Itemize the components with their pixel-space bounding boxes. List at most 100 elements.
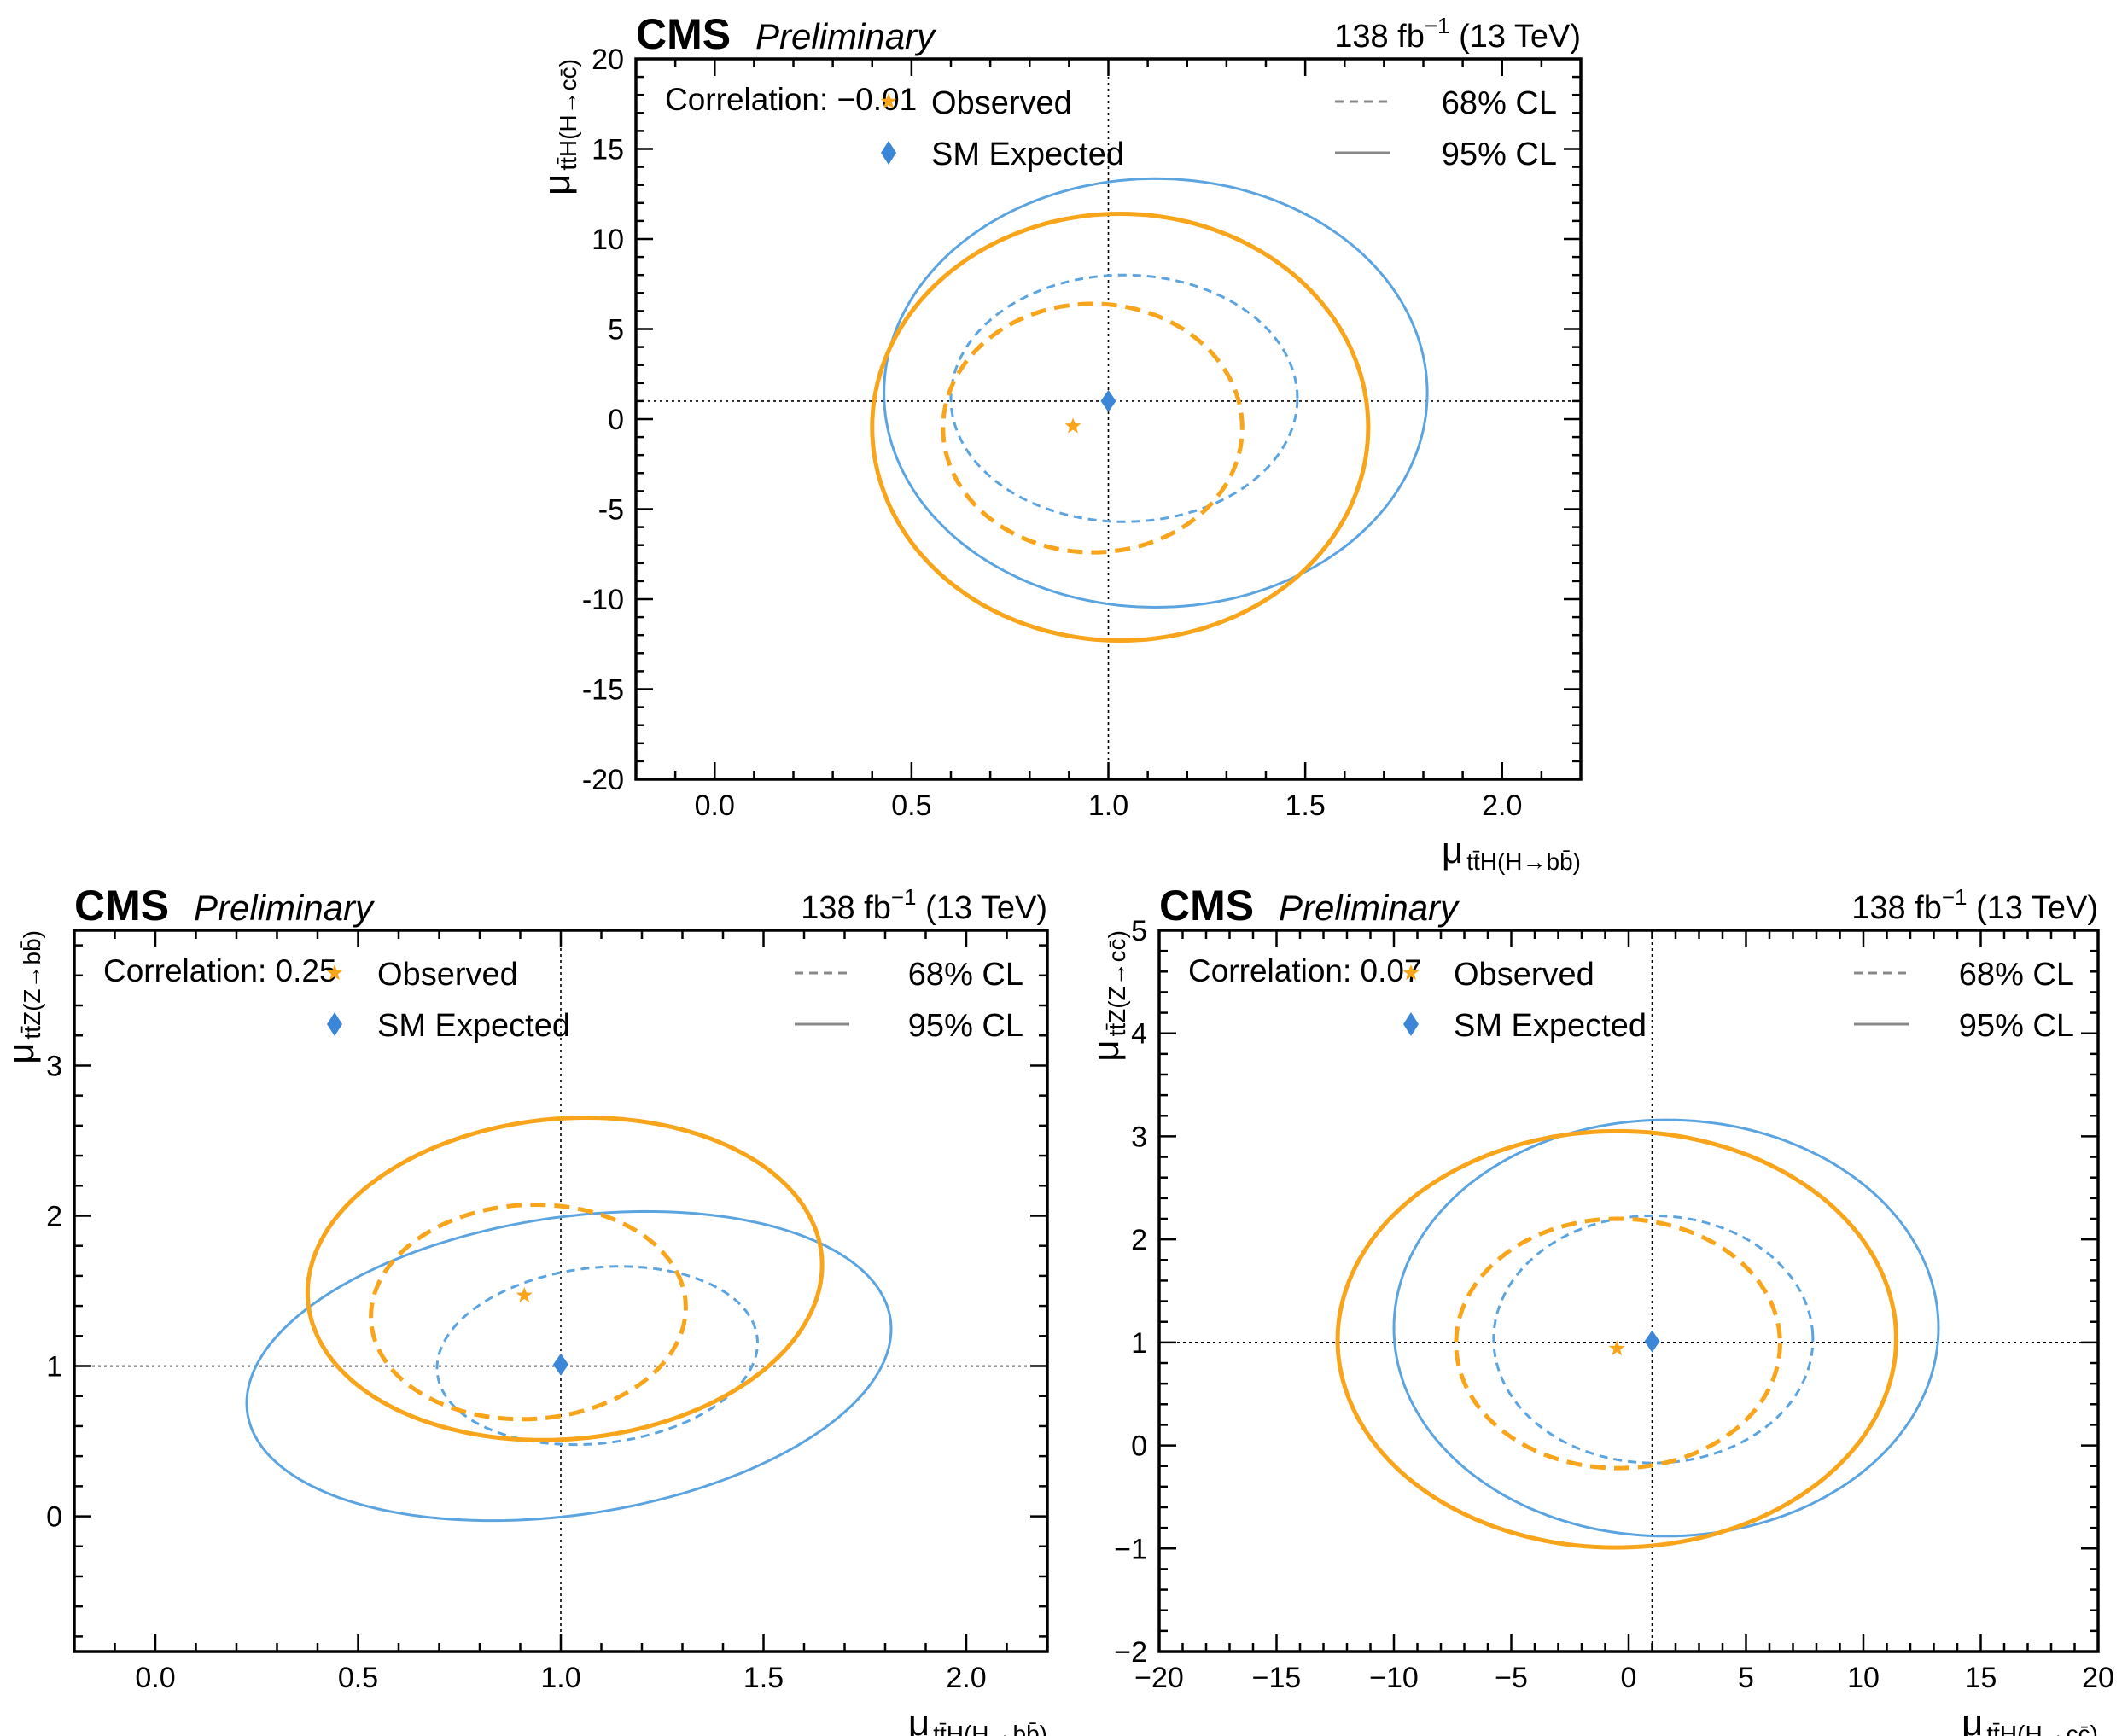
x-tick-label: 5 bbox=[1738, 1662, 1754, 1694]
correlation-label: Correlation: −0.01 bbox=[665, 82, 917, 117]
legend-observed-marker bbox=[880, 93, 897, 109]
y-tick-label: 0 bbox=[608, 404, 624, 436]
expected-marker bbox=[1100, 389, 1116, 412]
status-label: Preliminary bbox=[1279, 888, 1460, 928]
y-axis-label: μtt̄Z(Z→cc̄) bbox=[1085, 930, 1130, 1062]
x-tick-label: −20 bbox=[1134, 1662, 1184, 1694]
correlation-label: Correlation: 0.25 bbox=[103, 953, 337, 988]
y-tick-label: 3 bbox=[1131, 1121, 1147, 1153]
legend-68cl: 68% CL bbox=[1442, 85, 1557, 121]
experiment-label: CMS bbox=[74, 882, 169, 929]
x-axis-label: μ tt̄H(H→cc̄) bbox=[1962, 1702, 2098, 1736]
legend-observed-marker bbox=[326, 964, 343, 981]
y-tick-label: -20 bbox=[582, 764, 624, 796]
x-tick-label: 0.5 bbox=[891, 789, 931, 822]
y-tick-label: 2 bbox=[1131, 1224, 1147, 1256]
x-tick-label: 1.5 bbox=[743, 1662, 784, 1694]
status-label: Preliminary bbox=[194, 888, 376, 928]
x-axis-label: μ tt̄H(H→bb̄) bbox=[1442, 830, 1581, 875]
y-axis-label: μtt̄H(H→cc̄) bbox=[536, 59, 581, 195]
y-tick-label: -5 bbox=[598, 494, 624, 527]
y-tick-label: 20 bbox=[592, 44, 624, 76]
legend-expected-marker bbox=[327, 1012, 342, 1036]
legend-95cl: 95% CL bbox=[1442, 137, 1557, 172]
x-tick-label: 15 bbox=[1965, 1662, 1997, 1694]
y-tick-label: 15 bbox=[592, 134, 624, 166]
contour-observed-68 bbox=[1454, 1216, 1782, 1471]
contour-expected-68 bbox=[949, 273, 1299, 523]
legend-observed: Observed bbox=[377, 957, 518, 993]
legend-observed-marker bbox=[1402, 964, 1420, 981]
y-tick-label: −2 bbox=[1114, 1636, 1147, 1669]
legend-expected: SM Expected bbox=[931, 137, 1124, 172]
observed-marker bbox=[516, 1286, 533, 1302]
contours bbox=[1335, 1118, 1940, 1550]
legend-expected-marker bbox=[881, 141, 896, 165]
x-tick-label: −5 bbox=[1495, 1662, 1528, 1694]
contour-expected-95 bbox=[883, 177, 1429, 609]
x-tick-label: −15 bbox=[1252, 1662, 1302, 1694]
contours bbox=[245, 1115, 893, 1523]
x-tick-label: 1.0 bbox=[1088, 789, 1128, 822]
y-tick-label: 4 bbox=[1131, 1018, 1147, 1051]
legend-95cl: 95% CL bbox=[1959, 1008, 2074, 1044]
x-tick-label: 2.0 bbox=[946, 1662, 986, 1694]
x-tick-label: 2.0 bbox=[1482, 789, 1522, 822]
x-axis-label: μ tt̄H(H→bb̄) bbox=[908, 1702, 1047, 1736]
x-tick-label: 0.0 bbox=[695, 789, 735, 822]
y-tick-label: 0 bbox=[46, 1501, 62, 1534]
contour-observed-95 bbox=[305, 1115, 825, 1442]
y-tick-label: 5 bbox=[1131, 915, 1147, 947]
lumi-label: 138 fb−1 (13 TeV) bbox=[801, 884, 1047, 926]
legend-observed: Observed bbox=[1454, 957, 1594, 993]
contours bbox=[870, 177, 1429, 644]
legend-68cl: 68% CL bbox=[908, 957, 1023, 993]
x-tick-label: 0.0 bbox=[135, 1662, 175, 1694]
observed-marker bbox=[1608, 1340, 1625, 1356]
contour-observed-95 bbox=[1335, 1128, 1898, 1550]
contour-expected-95 bbox=[245, 1209, 893, 1523]
y-tick-label: 5 bbox=[608, 314, 624, 347]
lumi-label: 138 fb−1 (13 TeV) bbox=[1851, 884, 2098, 926]
y-tick-label: 3 bbox=[46, 1050, 62, 1082]
x-tick-label: 1.5 bbox=[1285, 789, 1325, 822]
y-tick-label: 1 bbox=[46, 1351, 62, 1384]
x-tick-label: 0 bbox=[1621, 1662, 1637, 1694]
panel-1: 0.0 0.5 1.0 1.5 2.0 -20 -15 -10 -5 0 5 10 15 20 CMS Pre… bbox=[536, 10, 1583, 875]
y-tick-label: -10 bbox=[582, 584, 624, 616]
legend-expected-marker bbox=[1403, 1012, 1419, 1036]
y-axis-label: μtt̄Z(Z→bb̄) bbox=[0, 930, 45, 1064]
legend-observed: Observed bbox=[931, 85, 1072, 121]
y-tick-label: 1 bbox=[1131, 1327, 1147, 1360]
expected-marker bbox=[553, 1353, 568, 1376]
contour-expected-95 bbox=[1392, 1118, 1940, 1538]
status-label: Preliminary bbox=[755, 16, 937, 56]
x-tick-label: 20 bbox=[2082, 1662, 2114, 1694]
legend-68cl: 68% CL bbox=[1959, 957, 2074, 993]
contour-expected-68 bbox=[435, 1265, 760, 1447]
correlation-label: Correlation: 0.07 bbox=[1188, 953, 1422, 988]
y-tick-label: −1 bbox=[1114, 1533, 1147, 1565]
observed-marker bbox=[1064, 417, 1081, 434]
y-tick-label: 2 bbox=[46, 1200, 62, 1232]
experiment-label: CMS bbox=[636, 10, 731, 58]
lumi-label: 138 fb−1 (13 TeV) bbox=[1334, 13, 1581, 55]
contour-observed-68 bbox=[941, 301, 1245, 555]
experiment-label: CMS bbox=[1159, 882, 1254, 929]
y-tick-label: 0 bbox=[1131, 1430, 1147, 1463]
x-tick-label: 0.5 bbox=[338, 1662, 378, 1694]
y-tick-label: -15 bbox=[582, 674, 624, 707]
x-tick-label: 1.0 bbox=[540, 1662, 580, 1694]
expected-marker bbox=[1644, 1330, 1660, 1353]
contour-observed-95 bbox=[870, 211, 1371, 644]
legend-expected: SM Expected bbox=[377, 1008, 570, 1044]
panel-2: 0.0 0.5 1.0 1.5 2.0 0 1 2 3 CMS Preliminary 138 fb−… bbox=[0, 882, 1049, 1736]
x-tick-label: 10 bbox=[1847, 1662, 1880, 1694]
x-tick-label: −10 bbox=[1369, 1662, 1419, 1694]
legend-expected: SM Expected bbox=[1454, 1008, 1647, 1044]
y-tick-label: 10 bbox=[592, 224, 624, 256]
legend-95cl: 95% CL bbox=[908, 1008, 1023, 1044]
contour-observed-68 bbox=[369, 1203, 688, 1422]
